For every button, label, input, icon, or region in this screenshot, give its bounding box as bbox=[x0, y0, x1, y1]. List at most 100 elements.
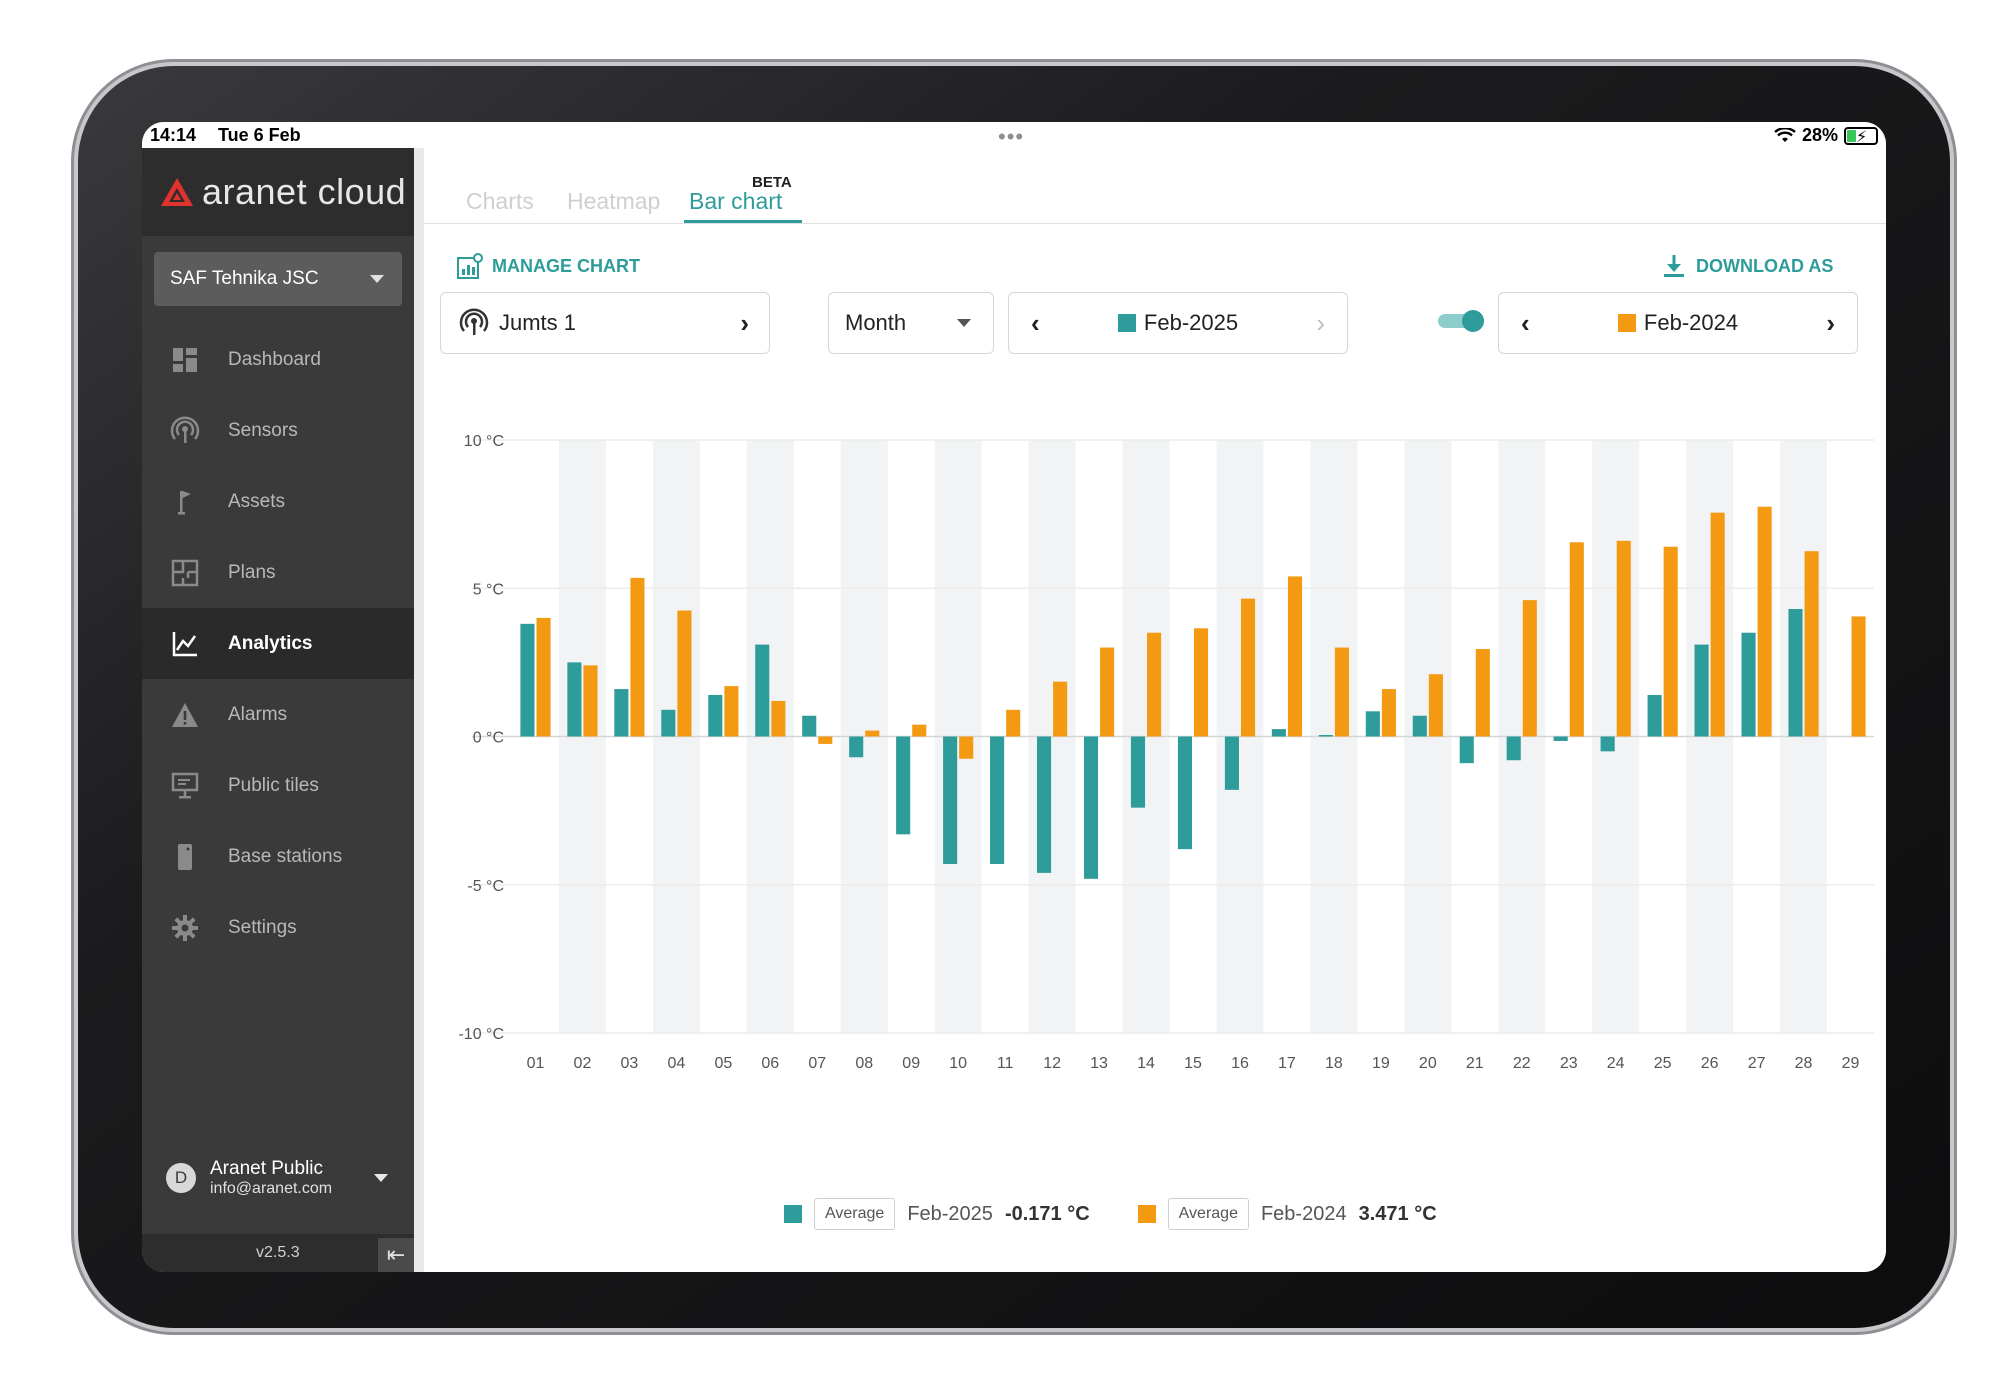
previous-period-button[interactable]: ‹ bbox=[1031, 307, 1040, 338]
chevron-down-icon bbox=[957, 319, 971, 327]
bar-feb-2024 bbox=[630, 577, 645, 737]
download-as-button[interactable]: DOWNLOAD AS bbox=[1660, 252, 1833, 280]
x-tick-label: 08 bbox=[855, 1055, 873, 1072]
bar-feb-2024 bbox=[1053, 681, 1068, 737]
wifi-icon bbox=[1774, 127, 1796, 142]
tablet-screen: 14:14 Tue 6 Feb ••• 28% ⚡ bbox=[142, 122, 1886, 1272]
brand-name: aranet cloud bbox=[202, 171, 407, 212]
x-tick-label: 04 bbox=[667, 1055, 685, 1072]
sidebar-item-public-tiles[interactable]: Public tiles bbox=[142, 750, 414, 821]
primary-period-navigator: ‹ Feb-2025 › bbox=[1008, 292, 1348, 354]
legend-average-tag[interactable]: Average bbox=[814, 1198, 896, 1230]
compare-period-value: Feb-2024 bbox=[1643, 310, 1739, 335]
status-time: 14:14 bbox=[150, 125, 197, 145]
warning-icon bbox=[172, 702, 198, 727]
bar-feb-2025 bbox=[1741, 632, 1756, 737]
collapse-sidebar-button[interactable]: ⇤ bbox=[378, 1238, 414, 1272]
orange-swatch-icon bbox=[1617, 314, 1636, 332]
next-period-button[interactable]: › bbox=[1316, 307, 1325, 338]
active-tab-indicator bbox=[684, 220, 802, 223]
x-tick-label: 02 bbox=[574, 1055, 592, 1072]
chart-line-icon bbox=[172, 631, 197, 656]
tablet-device-frame: 14:14 Tue 6 Feb ••• 28% ⚡ bbox=[78, 66, 1950, 1328]
sidebar-item-label: Plans bbox=[228, 561, 276, 583]
primary-period-label: Feb-2025 bbox=[1117, 310, 1238, 336]
bar-feb-2025 bbox=[1271, 729, 1286, 737]
x-tick-label: 05 bbox=[714, 1055, 732, 1072]
compare-previous-button[interactable]: ‹ bbox=[1521, 307, 1530, 338]
bar-feb-2025 bbox=[1788, 609, 1803, 737]
avatar: D bbox=[166, 1163, 196, 1193]
sidebar-item-label: Settings bbox=[228, 916, 297, 938]
x-tick-label: 16 bbox=[1231, 1055, 1249, 1072]
bar-feb-2025 bbox=[849, 736, 864, 758]
legend-average-tag[interactable]: Average bbox=[1167, 1198, 1249, 1230]
beta-badge: BETA bbox=[752, 174, 792, 191]
sidebar: aranet cloud SAF Tehnika JSC Dashboard S… bbox=[142, 148, 414, 1272]
user-menu[interactable]: D Aranet Public info@aranet.com bbox=[142, 1148, 414, 1208]
sensor-selector[interactable]: Jumts 1 › bbox=[440, 292, 770, 354]
x-tick-label: 18 bbox=[1325, 1055, 1343, 1072]
tab-charts[interactable]: Charts bbox=[466, 188, 534, 214]
bar-feb-2025 bbox=[1694, 644, 1709, 737]
version-bar: v2.5.3 ⇤ bbox=[142, 1234, 414, 1272]
toggle-knob bbox=[1462, 310, 1484, 332]
bar-feb-2025 bbox=[567, 662, 582, 737]
bar-feb-2024 bbox=[1616, 540, 1631, 737]
tab-heatmap[interactable]: Heatmap bbox=[567, 188, 661, 214]
sidebar-item-plans[interactable]: Plans bbox=[142, 537, 414, 608]
sidebar-item-base-stations[interactable]: Base stations bbox=[142, 821, 414, 892]
bar-feb-2025 bbox=[1647, 694, 1662, 737]
legend-swatch-teal bbox=[784, 1205, 802, 1223]
bar-feb-2025 bbox=[1224, 736, 1239, 790]
sensor-name: Jumts 1 bbox=[499, 310, 577, 335]
sidebar-item-label: Assets bbox=[228, 490, 286, 512]
x-tick-label: 09 bbox=[902, 1055, 920, 1072]
sidebar-item-settings[interactable]: Settings bbox=[142, 892, 414, 963]
x-tick-label: 03 bbox=[621, 1055, 639, 1072]
legend-series-name: Feb-2024 bbox=[1260, 1202, 1347, 1225]
bar-feb-2024 bbox=[1194, 628, 1209, 737]
bar-feb-2024 bbox=[1569, 542, 1584, 737]
organization-name: SAF Tehnika JSC bbox=[170, 268, 319, 289]
bar-feb-2024 bbox=[724, 686, 739, 737]
compare-toggle[interactable] bbox=[1438, 310, 1484, 332]
compare-next-button[interactable]: › bbox=[1826, 307, 1835, 338]
collapse-arrow-icon: ⇤ bbox=[386, 1242, 406, 1267]
bar-feb-2024 bbox=[1100, 647, 1115, 737]
chart-tabs: Charts Heatmap Bar chart BETA bbox=[424, 148, 1886, 224]
organization-select[interactable]: SAF Tehnika JSC bbox=[154, 252, 402, 306]
bar-feb-2024 bbox=[1428, 674, 1443, 737]
x-tick-label: 12 bbox=[1043, 1055, 1061, 1072]
legend-series-value: -0.171 °C bbox=[1004, 1202, 1090, 1225]
x-tick-label: 07 bbox=[808, 1055, 826, 1072]
battery-charging-icon: ⚡ bbox=[1844, 126, 1878, 146]
multitasking-dots[interactable]: ••• bbox=[998, 124, 1025, 149]
x-tick-label: 22 bbox=[1513, 1055, 1531, 1072]
chevron-right-icon: › bbox=[740, 307, 749, 338]
main-content: Charts Heatmap Bar chart BETA MANAGE CHA… bbox=[414, 148, 1886, 1272]
monitor-icon bbox=[171, 772, 199, 798]
sidebar-item-sensors[interactable]: Sensors bbox=[142, 395, 414, 466]
sidebar-item-dashboard[interactable]: Dashboard bbox=[142, 324, 414, 395]
bar-feb-2024 bbox=[1240, 598, 1256, 737]
sidebar-item-assets[interactable]: Assets bbox=[142, 466, 414, 537]
bar-feb-2024 bbox=[1804, 551, 1819, 737]
bar-feb-2025 bbox=[943, 736, 958, 864]
bar-feb-2024 bbox=[1381, 689, 1396, 737]
tab-bar-chart[interactable]: Bar chart bbox=[689, 188, 783, 214]
period-select[interactable]: Month bbox=[828, 292, 994, 354]
x-tick-label: 17 bbox=[1278, 1055, 1296, 1072]
x-tick-label: 11 bbox=[997, 1055, 1014, 1072]
chart-legend: Average Feb-2025 -0.171 °C Average Feb-2… bbox=[784, 1194, 1437, 1234]
user-name: Aranet Public bbox=[210, 1158, 324, 1179]
manage-chart-button[interactable]: MANAGE CHART bbox=[456, 252, 640, 280]
x-tick-label: 23 bbox=[1560, 1055, 1578, 1072]
y-tick-label: -5 °C bbox=[467, 878, 504, 895]
bar-feb-2025 bbox=[708, 694, 723, 737]
sidebar-item-analytics[interactable]: Analytics bbox=[142, 608, 414, 679]
bar-feb-2024 bbox=[1522, 600, 1537, 737]
brand-logo[interactable]: aranet cloud bbox=[142, 148, 414, 236]
sensor-icon bbox=[459, 308, 489, 335]
sidebar-item-alarms[interactable]: Alarms bbox=[142, 679, 414, 750]
